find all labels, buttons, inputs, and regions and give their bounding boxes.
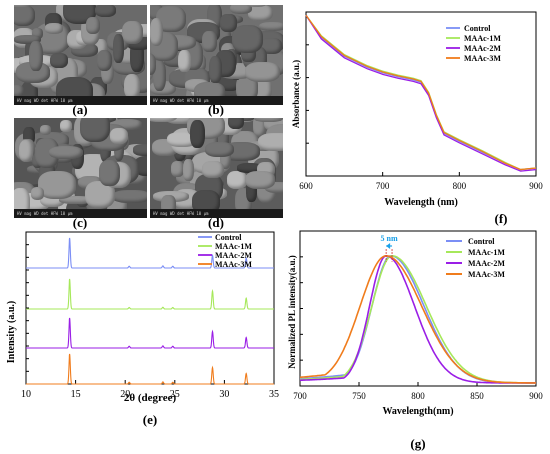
series-line: [306, 15, 536, 169]
pl-chart: 700 750 800 850 900 Control MAAc-1M MAAc-2M MAA…: [288, 224, 550, 454]
grain: [209, 56, 222, 82]
series-line: [306, 15, 536, 171]
grain: [178, 50, 191, 72]
x-tick-label: 10: [21, 389, 31, 400]
x-tick-label: 900: [529, 391, 543, 401]
grain: [19, 140, 34, 162]
series-line: [26, 354, 274, 384]
shift-annotation: 5 nm: [381, 234, 398, 243]
sem-image-b: HV mag WD det HFW 10 μm: [150, 5, 283, 105]
grain: [190, 120, 205, 149]
grain: [31, 187, 45, 200]
series-line: [26, 318, 274, 348]
grain: [245, 171, 276, 189]
grain: [150, 18, 163, 46]
grain: [45, 23, 63, 33]
grain: [99, 160, 120, 186]
grain: [95, 5, 117, 17]
grain: [202, 31, 217, 51]
series-line: [306, 15, 536, 169]
x-tick-label: 800: [411, 391, 425, 401]
grain: [50, 53, 68, 68]
x-tick-label: 600: [299, 181, 313, 191]
legend-label: MAAc-2M: [464, 44, 501, 53]
sem-image-c: HV mag WD det HFW 10 μm: [14, 118, 147, 218]
sem-image-d: HV mag WD det HFW 10 μm: [150, 118, 283, 218]
grain: [112, 190, 147, 203]
x-axis-label: Wavelength (nm): [384, 197, 458, 208]
y-axis-label: Intensity (a.u.): [6, 301, 17, 364]
grain: [122, 21, 143, 44]
grain: [183, 159, 194, 181]
grain: [232, 25, 264, 53]
legend-label: Control: [215, 233, 242, 242]
grain: [110, 128, 128, 144]
x-tick-label: 850: [470, 391, 484, 401]
grain: [202, 161, 224, 178]
grain: [29, 41, 43, 71]
grain: [113, 34, 124, 63]
x-axis-label: 2θ (degree): [124, 392, 177, 404]
grain: [245, 62, 280, 82]
absorbance-chart: 600 700 800 900 ControlMAAc-1MMAAc-2MMAAc-3…: [288, 0, 548, 240]
grain: [86, 17, 100, 34]
grain: [14, 5, 35, 26]
panel-label-a: (a): [60, 102, 100, 118]
legend-label: MAAc-1M: [464, 34, 501, 43]
panel-label-b: (b): [196, 102, 236, 118]
grain: [80, 118, 110, 142]
x-tick-label: 700: [376, 181, 390, 191]
sem-image-a: HV mag WD det HFW 10 μm: [14, 5, 147, 105]
legend-label: MAAc-3M: [468, 270, 505, 279]
y-axis-label: Absorbance (a.u.): [291, 60, 301, 128]
legend-label: MAAc-3M: [215, 260, 252, 269]
legend-label: MAAc-1M: [468, 248, 505, 257]
x-tick-label: 750: [352, 391, 366, 401]
panel-label-g: (g): [410, 436, 425, 451]
x-tick-label: 900: [529, 181, 543, 191]
grain: [220, 14, 236, 32]
grain: [230, 5, 252, 14]
grain: [133, 144, 147, 156]
legend-label: MAAc-3M: [464, 54, 501, 63]
grain: [227, 171, 247, 189]
x-axis-label: Wavelength(nm): [382, 406, 453, 417]
legend-label: MAAc-2M: [468, 259, 505, 268]
legend-label: Control: [464, 24, 491, 33]
grain: [258, 133, 283, 151]
x-tick-label: 15: [71, 389, 81, 400]
grain: [97, 50, 113, 71]
grain: [60, 120, 72, 132]
y-axis-label: Normalized PL intensity(a.u.): [288, 255, 297, 369]
legend-label: Control: [468, 237, 495, 246]
grain: [228, 118, 244, 129]
x-tick-label: 35: [269, 389, 279, 400]
series-line: [26, 279, 274, 309]
plot-frame: [306, 12, 536, 176]
arrow-head: [386, 243, 390, 249]
legend-label: MAAc-1M: [215, 242, 252, 251]
x-tick-label: 800: [453, 181, 467, 191]
grain: [40, 125, 51, 135]
x-tick-label: 30: [219, 389, 229, 400]
grain: [205, 142, 233, 158]
series-line: [306, 15, 536, 169]
x-tick-label: 700: [293, 391, 307, 401]
grain: [49, 146, 83, 160]
grain: [259, 22, 283, 31]
grain: [171, 161, 185, 176]
legend-label: MAAc-2M: [215, 251, 252, 260]
panel-label-e: (e): [143, 412, 157, 427]
